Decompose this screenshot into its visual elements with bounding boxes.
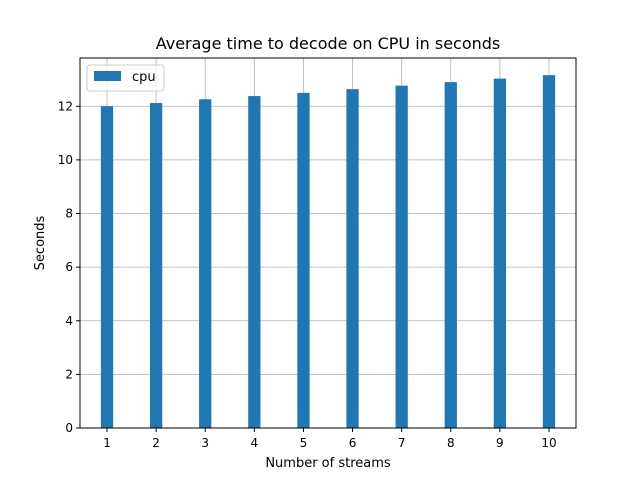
legend-label: cpu (132, 70, 156, 85)
x-tick-label: 10 (541, 436, 556, 450)
bar-5 (297, 92, 310, 428)
x-tick-label: 3 (201, 436, 209, 450)
legend-swatch (94, 71, 121, 81)
plot-frame (79, 57, 577, 429)
y-axis-label: Seconds (33, 215, 48, 270)
y-tick-label: 10 (58, 153, 73, 167)
chart-title: Average time to decode on CPU in seconds (156, 34, 501, 53)
x-tick-label: 1 (103, 436, 111, 450)
legend: cpu (86, 64, 165, 92)
x-tick-label: 9 (496, 436, 504, 450)
bar-3 (199, 99, 212, 428)
x-tick-label: 7 (398, 436, 406, 450)
y-tick-label: 8 (65, 207, 73, 221)
bar-1 (100, 106, 114, 429)
bar-2 (149, 103, 163, 428)
bar-10 (542, 75, 556, 428)
y-tick-label: 12 (58, 99, 73, 113)
y-tick-label: 6 (65, 260, 73, 274)
x-tick-label: 2 (152, 436, 160, 450)
x-axis-label: Number of streams (265, 456, 391, 471)
x-tick-label: 4 (251, 436, 259, 450)
plot-background (80, 58, 576, 428)
y-tick-label: 2 (65, 367, 73, 381)
bar-7 (395, 85, 408, 429)
x-tick-label: 6 (349, 436, 357, 450)
bar-8 (444, 82, 457, 428)
x-tick-label: 8 (447, 436, 455, 450)
bar-6 (346, 89, 359, 429)
y-tick-label: 0 (65, 421, 73, 435)
bar-9 (493, 78, 507, 428)
x-tick-label: 5 (300, 436, 308, 450)
bar-4 (248, 96, 261, 429)
y-tick-label: 4 (65, 314, 73, 328)
bars-layer (100, 75, 556, 429)
